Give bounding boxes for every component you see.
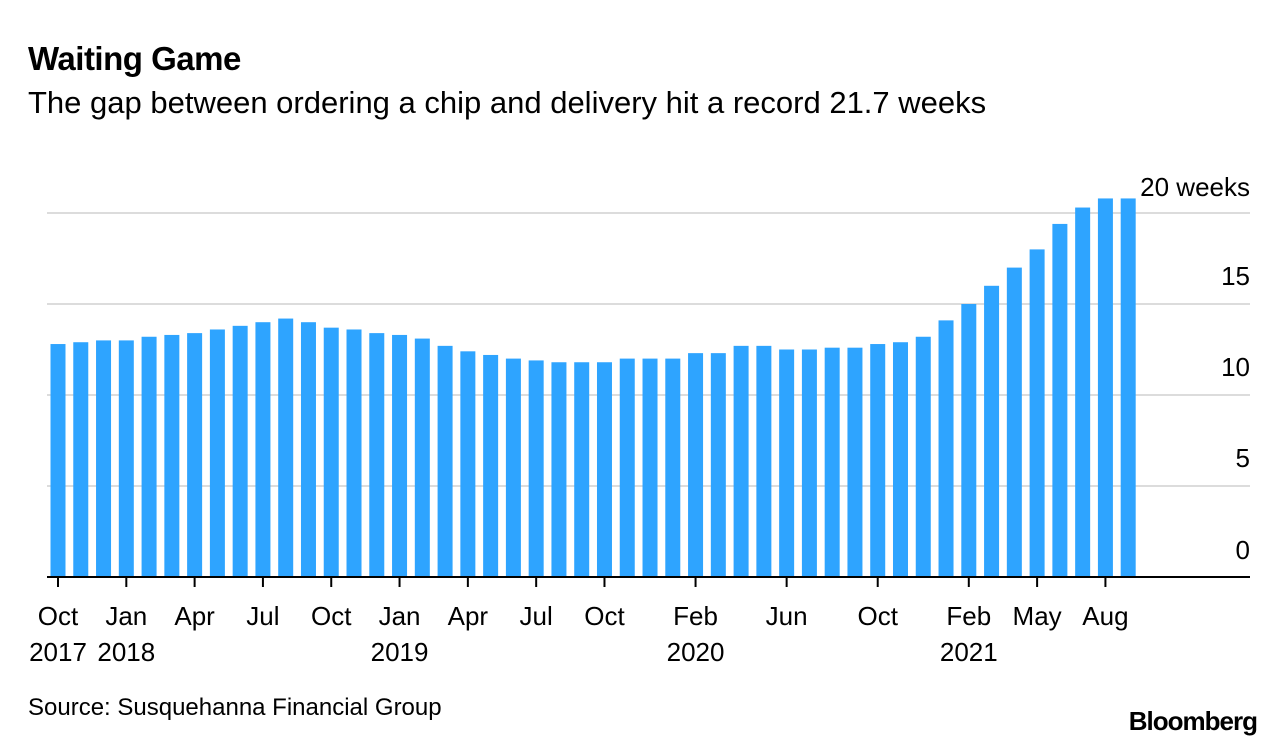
bar-2018-06	[232, 325, 248, 577]
bar-2021-05	[1029, 249, 1045, 577]
bar-2021-03	[984, 285, 1000, 577]
x-tick-label: Oct	[857, 601, 898, 631]
bar-2018-08	[278, 318, 294, 577]
bar-2018-10	[323, 327, 339, 577]
y-tick-label: 10	[1221, 352, 1250, 382]
y-tick-label: 15	[1221, 261, 1250, 291]
chart-title: Waiting Game	[28, 40, 241, 77]
y-tick-label: 0	[1236, 535, 1250, 565]
bar-2019-03	[437, 345, 453, 577]
bar-2021-07	[1075, 207, 1091, 578]
bar-2020-10	[870, 344, 886, 577]
bar-2019-11	[619, 358, 635, 577]
x-tick-label: Oct	[311, 601, 352, 631]
bar-2020-02	[688, 353, 704, 577]
bar-2019-01	[392, 334, 408, 577]
x-tick-label: Jan	[105, 601, 147, 631]
bar-2021-04	[1006, 267, 1022, 577]
x-tick-year-label: 2017	[29, 637, 87, 667]
x-tick-year-label: 2020	[667, 637, 725, 667]
bar-2020-09	[847, 347, 863, 577]
bar-2020-12	[915, 336, 931, 577]
bar-2018-09	[300, 322, 316, 577]
bar-2017-12	[96, 340, 112, 577]
bar-2017-11	[73, 342, 89, 577]
bar-2020-01	[665, 358, 681, 577]
chart-subtitle: The gap between ordering a chip and deli…	[28, 85, 987, 120]
bar-2019-12	[642, 358, 658, 577]
bar-2018-04	[187, 333, 203, 577]
bloomberg-logo: Bloomberg	[1128, 706, 1258, 736]
x-tick-label: Apr	[448, 601, 489, 631]
y-tick-label: 20 weeks	[1140, 172, 1250, 202]
x-tick-label: Jul	[520, 601, 553, 631]
bar-2020-05	[756, 345, 772, 577]
x-tick-label: Apr	[174, 601, 215, 631]
bar-2019-02	[414, 338, 430, 577]
x-tick-label: Jan	[379, 601, 421, 631]
bar-2017-10	[50, 344, 66, 577]
x-tick-label: Jul	[246, 601, 279, 631]
bar-2020-03	[710, 353, 726, 577]
source-note: Source: Susquehanna Financial Group	[28, 694, 442, 721]
bar-chart: Oct 2017 Jan 2018 Apr Jul Oct Jan 2019 Apr Jul Oct F…	[29, 172, 1250, 667]
bar-2019-05	[483, 354, 499, 577]
bar-2020-06	[779, 349, 795, 577]
bar-2021-02	[961, 304, 977, 577]
x-tick-label: Jun	[766, 601, 808, 631]
bar-2021-01	[938, 320, 954, 577]
bar-2020-08	[824, 347, 840, 577]
y-tick-label: 5	[1236, 443, 1250, 473]
bar-2020-11	[892, 342, 908, 577]
bar-2019-10	[596, 362, 612, 577]
bar-2018-02	[141, 336, 157, 577]
bar-2021-06	[1052, 223, 1068, 578]
y-axis: 20 weeks 15 10 5 0	[1140, 172, 1250, 565]
x-tick-label: Oct	[38, 601, 79, 631]
bar-2019-04	[460, 351, 476, 577]
bars	[50, 198, 1136, 578]
bar-2018-03	[164, 334, 180, 577]
bar-2019-06	[505, 358, 521, 577]
x-tick-year-label: 2019	[371, 637, 429, 667]
bar-2019-08	[551, 362, 567, 577]
bar-2020-07	[801, 349, 817, 577]
bar-2019-07	[528, 360, 544, 577]
x-tick-year-label: 2018	[97, 637, 155, 667]
bar-2018-12	[369, 333, 385, 577]
bar-2018-11	[346, 329, 362, 577]
x-tick-label: Aug	[1082, 601, 1128, 631]
x-tick-label: May	[1013, 601, 1062, 631]
x-tick-label: Feb	[673, 601, 718, 631]
bar-2018-01	[118, 340, 134, 577]
x-tick-year-label: 2021	[940, 637, 998, 667]
bar-2018-07	[255, 322, 271, 577]
x-axis: Oct 2017 Jan 2018 Apr Jul Oct Jan 2019 Apr Jul Oct F…	[29, 576, 1250, 667]
bar-2021-09	[1120, 198, 1136, 577]
x-tick-label: Oct	[584, 601, 625, 631]
bar-2021-08	[1097, 198, 1113, 577]
x-tick-label: Feb	[946, 601, 991, 631]
bar-2020-04	[733, 345, 749, 577]
bar-2019-09	[574, 362, 590, 577]
bar-2018-05	[209, 329, 225, 577]
